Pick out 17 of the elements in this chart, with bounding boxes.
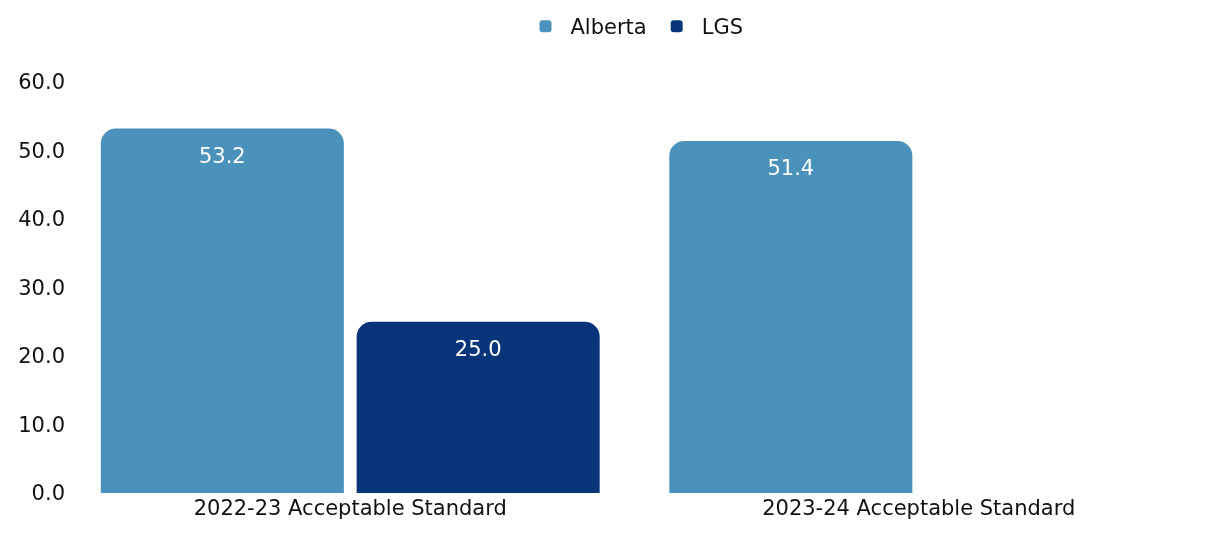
y-tick-label: 20.0 (18, 344, 65, 369)
data-label: 51.4 (767, 155, 815, 180)
x-tick-label: 2023-24 Acceptable Standard (762, 496, 1076, 520)
y-tick-label: 0.0 (31, 481, 65, 506)
y-tick-label: 40.0 (18, 207, 65, 232)
bar (356, 321, 600, 493)
data-label: 53.2 (198, 143, 246, 168)
y-tick-label: 50.0 (18, 138, 65, 163)
legend-label: LGS (701, 15, 743, 40)
x-tick-label: 2022-23 Acceptable Standard (193, 496, 507, 520)
y-tick-label: 30.0 (18, 275, 65, 300)
y-tick-label: 60.0 (18, 70, 65, 95)
data-label: 25.0 (454, 336, 502, 361)
legend-label: Alberta (570, 15, 647, 40)
bar (100, 128, 344, 493)
bar (669, 140, 913, 493)
y-tick-label: 10.0 (18, 412, 65, 437)
